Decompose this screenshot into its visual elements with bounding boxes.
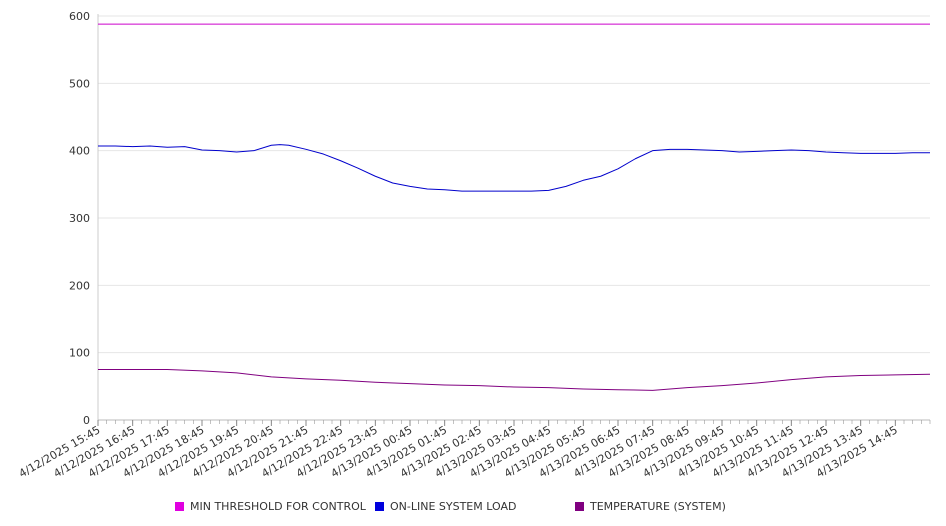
y-tick-label: 0 [83, 414, 90, 427]
legend-item-system-load[interactable]: ON-LINE SYSTEM LOAD [375, 500, 516, 513]
legend-label-min-threshold: MIN THRESHOLD FOR CONTROL [190, 500, 366, 513]
y-tick-label: 400 [69, 145, 90, 158]
series-lines [98, 23, 931, 391]
axes [97, 14, 931, 426]
x-tick-labels: 4/12/2025 15:454/12/2025 16:454/12/2025 … [17, 423, 900, 480]
series-line-temperature[interactable] [98, 369, 931, 391]
y-tick-label: 200 [69, 279, 90, 292]
legend-label-system-load: ON-LINE SYSTEM LOAD [390, 500, 517, 513]
y-tick-label: 100 [69, 347, 90, 360]
grid-lines [98, 15, 930, 354]
legend-swatch-system-load [375, 502, 384, 511]
series-line-system-load[interactable] [98, 144, 930, 192]
legend-item-temperature[interactable]: TEMPERATURE (SYSTEM) [575, 500, 726, 513]
chart-legend: MIN THRESHOLD FOR CONTROL ON-LINE SYSTEM… [0, 496, 946, 516]
y-tick-label: 500 [69, 77, 90, 90]
y-tick-label: 300 [69, 212, 90, 225]
legend-label-temperature: TEMPERATURE (SYSTEM) [590, 500, 726, 513]
legend-swatch-temperature [575, 502, 584, 511]
y-tick-labels: 0 100 200 300 400 500 600 [69, 10, 90, 427]
legend-swatch-min-threshold [175, 502, 184, 511]
y-tick-label: 600 [69, 10, 90, 23]
legend-item-min-threshold[interactable]: MIN THRESHOLD FOR CONTROL [175, 500, 366, 513]
